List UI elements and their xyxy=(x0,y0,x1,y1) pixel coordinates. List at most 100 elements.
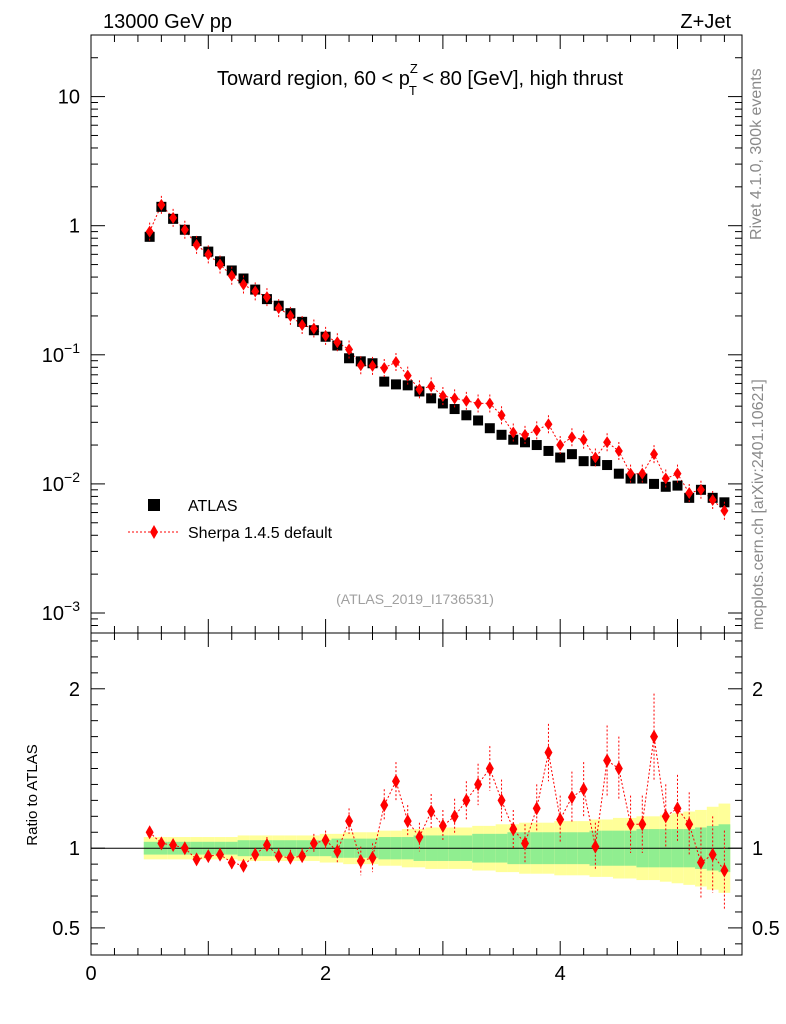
ratio-y-axis: 0.5 0.5 1 1 2 2 xyxy=(52,640,780,945)
ratio-point xyxy=(603,753,612,768)
x-tick-label: 4 xyxy=(555,963,566,985)
header-process-label: Z+Jet xyxy=(680,11,731,33)
mc-point xyxy=(462,394,471,407)
y-tick-label: 10−1 xyxy=(42,340,80,367)
ratio-y-tick-label-right: 0.5 xyxy=(752,918,780,940)
ratio-point xyxy=(169,838,178,853)
mc-point xyxy=(603,436,612,449)
mc-point xyxy=(180,223,189,236)
title-sub: T xyxy=(409,83,417,98)
rivet-label: Rivet 4.1.0, 300k events xyxy=(748,68,765,240)
mc-point xyxy=(509,426,518,439)
ratio-point xyxy=(579,782,588,797)
mc-points xyxy=(145,195,729,520)
ratio-point xyxy=(614,761,623,776)
atlas-point xyxy=(672,480,683,491)
ratio-y-tick-label-right: 2 xyxy=(752,679,763,701)
ratio-point xyxy=(673,801,682,816)
main-frame xyxy=(90,34,743,634)
ratio-point xyxy=(251,847,260,862)
ratio-point xyxy=(145,825,154,840)
ratio-point xyxy=(462,793,471,808)
mc-point xyxy=(427,380,436,393)
mc-point xyxy=(145,225,154,238)
mc-point xyxy=(274,302,283,315)
ratio-point xyxy=(415,830,424,845)
ratio-point xyxy=(262,838,271,853)
mc-point xyxy=(638,467,647,480)
ratio-point xyxy=(192,852,201,867)
atlas-point xyxy=(496,429,507,440)
ratio-point xyxy=(556,812,565,827)
atlas-point xyxy=(390,379,401,390)
atlas-point xyxy=(379,376,390,387)
mc-point xyxy=(696,483,705,496)
mc-point xyxy=(192,238,201,251)
ratio-point xyxy=(204,849,213,864)
ratio-point xyxy=(345,814,354,829)
atlas-point xyxy=(449,404,460,415)
ratio-point xyxy=(532,801,541,816)
y-tick-label: 1 xyxy=(69,216,80,238)
ratio-point xyxy=(509,822,518,837)
mc-point xyxy=(216,258,225,271)
ratio-point xyxy=(298,849,307,864)
mc-point xyxy=(286,309,295,322)
ratio-point xyxy=(544,745,553,760)
mc-point xyxy=(403,369,412,382)
title-sup: Z xyxy=(410,61,418,76)
ratio-point xyxy=(708,847,717,862)
ratio-point xyxy=(180,841,189,856)
atlas-point xyxy=(613,468,624,479)
ratio-point xyxy=(485,761,494,776)
ratio-point xyxy=(567,790,576,805)
mc-point xyxy=(262,291,271,304)
x-tick-label: 0 xyxy=(85,963,96,985)
mc-point xyxy=(298,319,307,332)
mc-point xyxy=(169,211,178,224)
mcplots-label: mcplots.cern.ch [arXiv:2401.10621] xyxy=(750,379,767,630)
mc-point xyxy=(685,487,694,500)
ratio-point xyxy=(661,809,670,824)
atlas-points xyxy=(144,201,730,508)
main-panel: 10−3 10−2 10−1 1 10 xyxy=(42,34,743,634)
ratio-point xyxy=(321,833,330,848)
legend-atlas-label: ATLAS xyxy=(188,498,238,515)
y-tick-label: 10−3 xyxy=(42,598,80,625)
ratio-point xyxy=(216,847,225,862)
mc-point xyxy=(333,336,342,349)
mc-point xyxy=(720,504,729,517)
legend-sherpa-label: Sherpa 1.4.5 default xyxy=(188,525,333,542)
ratio-mc-points xyxy=(145,693,729,911)
mc-point xyxy=(227,269,236,282)
header-energy-label: 13000 GeV pp xyxy=(103,11,232,33)
mc-point xyxy=(579,433,588,446)
ratio-y-tick-label-right: 1 xyxy=(752,838,763,860)
atlas-point xyxy=(484,423,495,434)
ratio-y-tick-label: 0.5 xyxy=(52,918,80,940)
mc-point xyxy=(626,467,635,480)
mc-point xyxy=(391,355,400,368)
ratio-panel: 0.5 0.5 1 1 2 2 0 2 4 xyxy=(52,35,780,985)
mc-point xyxy=(708,494,717,507)
reference-label: (ATLAS_2019_I1736531) xyxy=(336,591,494,607)
ratio-point xyxy=(391,774,400,789)
atlas-point xyxy=(426,393,437,404)
ratio-point xyxy=(380,798,389,813)
ratio-ylabel: Ratio to ATLAS xyxy=(24,744,41,845)
ratio-point xyxy=(286,850,295,865)
mc-point xyxy=(251,285,260,298)
ratio-point xyxy=(474,777,483,792)
ratio-point xyxy=(427,804,436,819)
mc-point xyxy=(356,359,365,372)
ratio-point xyxy=(450,809,459,824)
ratio-point xyxy=(521,836,529,851)
ratio-point xyxy=(720,863,729,878)
atlas-point xyxy=(461,410,472,421)
mc-point xyxy=(497,409,506,422)
ratio-point xyxy=(227,855,236,870)
mc-point xyxy=(474,397,483,410)
ratio-point xyxy=(157,836,166,851)
mc-point xyxy=(345,343,354,356)
